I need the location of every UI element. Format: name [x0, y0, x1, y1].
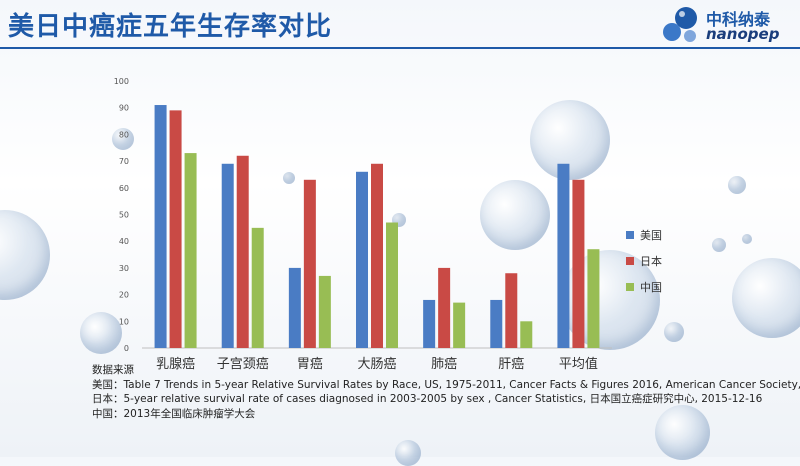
- legend-swatch-china: [626, 283, 634, 291]
- decorative-bubble: [732, 258, 800, 338]
- page-title: 美日中癌症五年生存率对比: [8, 12, 333, 42]
- bar-japan: [371, 163, 383, 348]
- bar-china: [453, 302, 466, 348]
- bar-us: [356, 171, 368, 348]
- legend-label-us: 美国: [640, 229, 662, 242]
- legend-item-japan: 日本: [626, 248, 662, 274]
- x-category-label: 乳腺癌: [156, 356, 195, 372]
- decorative-bubble: [530, 100, 610, 180]
- legend-item-china: 中国: [626, 274, 662, 300]
- bar-japan: [236, 155, 249, 348]
- decorative-bubble: [80, 312, 122, 354]
- y-axis-ticks: 0 10 20 30 40 50 60 70 80 90 100: [114, 77, 129, 353]
- bar-china: [184, 153, 197, 348]
- x-category-label: 肝癌: [498, 356, 524, 372]
- bar-japan: [303, 179, 316, 348]
- bar-us: [154, 105, 167, 348]
- x-category-label: 平均值: [559, 356, 598, 372]
- bar-japan: [438, 267, 451, 348]
- source-china: 中国：2013年全国临床肿瘤学大会: [92, 407, 256, 420]
- y-tick-label: 70: [119, 157, 129, 166]
- bar-japan: [169, 110, 182, 349]
- decorative-bubble: [480, 180, 550, 250]
- logo-text-en: nanopep: [706, 25, 780, 43]
- legend-swatch-us: [626, 231, 634, 239]
- decorative-bubble: [728, 176, 746, 194]
- legend-swatch-japan: [626, 257, 634, 265]
- decorative-bubble: [742, 234, 752, 244]
- y-tick-label: 10: [119, 317, 129, 326]
- sources-heading: 数据来源: [92, 364, 134, 376]
- company-logo: 中科纳泰 nanopep: [660, 4, 800, 46]
- decorative-bubble: [712, 238, 726, 252]
- legend-label-japan: 日本: [640, 255, 662, 268]
- y-tick-label: 90: [119, 104, 129, 113]
- bar-china: [587, 249, 600, 348]
- y-tick-label: 30: [119, 264, 129, 273]
- source-us: 美国：Table 7 Trends in 5-year Relative Sur…: [92, 378, 800, 391]
- y-tick-label: 50: [119, 211, 129, 220]
- bar-japan: [505, 273, 518, 348]
- decorative-bubble: [664, 322, 684, 342]
- bar-japan: [572, 179, 585, 348]
- decorative-bubble: [283, 172, 295, 184]
- decorative-bubble: [112, 128, 134, 150]
- bars-group: [154, 105, 600, 349]
- source-japan: 日本：5-year relative survival rate of case…: [92, 393, 763, 405]
- legend-label-china: 中国: [640, 281, 662, 294]
- bar-china: [386, 222, 398, 348]
- header: 美日中癌症五年生存率对比 中科纳泰 nanopep: [0, 0, 800, 50]
- y-tick-label: 80: [119, 130, 129, 139]
- y-tick-label: 20: [119, 291, 129, 300]
- y-tick-label: 0: [124, 344, 129, 353]
- y-tick-label: 40: [119, 237, 129, 246]
- bar-china: [251, 227, 264, 348]
- x-category-label: 大肠癌: [357, 356, 396, 372]
- logo-bubbles-icon: [663, 7, 697, 42]
- x-category-label: 子宫颈癌: [217, 356, 269, 372]
- decorative-bubble: [655, 405, 710, 460]
- data-sources: 数据来源 美国：Table 7 Trends in 5-year Relativ…: [92, 363, 800, 421]
- bar-us: [423, 299, 436, 348]
- legend: 美国 日本 中国: [626, 222, 662, 300]
- y-tick-label: 100: [114, 77, 129, 86]
- bar-us: [557, 163, 570, 348]
- bar-china: [520, 321, 533, 348]
- logo-text-cn: 中科纳泰: [706, 10, 771, 29]
- bar-us: [288, 267, 301, 348]
- bar-us: [221, 163, 234, 348]
- y-tick-label: 60: [119, 184, 129, 193]
- header-divider: [0, 47, 800, 49]
- x-axis-labels: 乳腺癌 子宫颈癌 胃癌 大肠癌 肺癌 肝癌 平均值: [156, 356, 598, 372]
- x-category-label: 肺癌: [431, 356, 457, 372]
- legend-item-us: 美国: [626, 222, 662, 248]
- bar-china: [318, 275, 331, 348]
- bar-us: [490, 299, 503, 348]
- x-category-label: 胃癌: [297, 356, 323, 372]
